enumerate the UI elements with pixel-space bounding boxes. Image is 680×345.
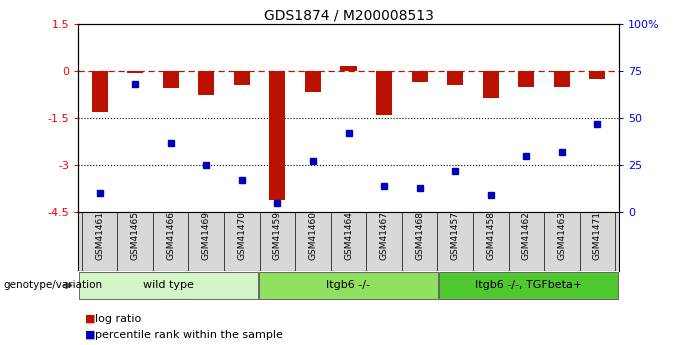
Text: percentile rank within the sample: percentile rank within the sample xyxy=(95,330,283,339)
Text: log ratio: log ratio xyxy=(95,314,141,324)
Bar xyxy=(518,71,534,87)
Bar xyxy=(163,71,179,88)
Text: ■: ■ xyxy=(85,330,95,339)
Title: GDS1874 / M200008513: GDS1874 / M200008513 xyxy=(264,9,433,23)
Text: wild type: wild type xyxy=(143,280,194,290)
Text: Itgb6 -/-, TGFbeta+: Itgb6 -/-, TGFbeta+ xyxy=(475,280,582,290)
Bar xyxy=(127,71,143,73)
Bar xyxy=(92,71,107,112)
Bar xyxy=(305,71,321,91)
Bar xyxy=(234,71,250,85)
Bar xyxy=(554,71,570,87)
Bar xyxy=(447,71,463,85)
Bar xyxy=(439,272,618,299)
Bar xyxy=(259,272,438,299)
Bar xyxy=(376,71,392,115)
Text: Itgb6 -/-: Itgb6 -/- xyxy=(326,280,371,290)
Bar xyxy=(411,71,428,82)
Text: genotype/variation: genotype/variation xyxy=(3,280,103,290)
Bar xyxy=(269,71,286,200)
Bar xyxy=(79,272,258,299)
Bar xyxy=(590,71,605,79)
Text: ■: ■ xyxy=(85,314,95,324)
Bar xyxy=(483,71,498,98)
Bar xyxy=(199,71,214,95)
Bar xyxy=(341,66,356,71)
